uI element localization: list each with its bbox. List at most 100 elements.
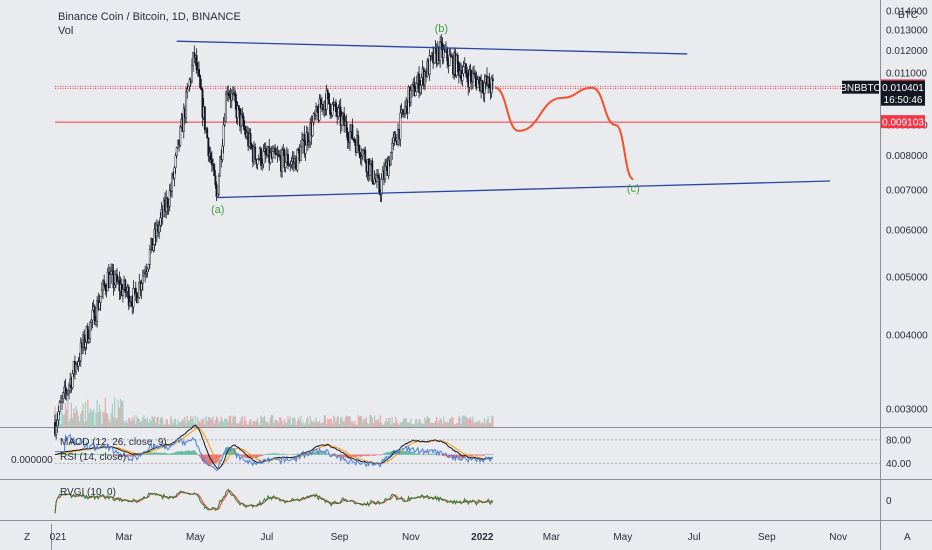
histogram-bar [160,452,163,455]
volume-bar [64,402,67,427]
histogram-bar [155,452,157,455]
histogram-bar [217,454,219,463]
macd-label[interactable]: MACD (12, 26, close, 9) [60,437,167,448]
candle-body [104,285,107,291]
candle-body [401,109,404,114]
symbol-title[interactable]: Binance Coin / Bitcoin, 1D, BINANCE [58,11,241,23]
volume-bar [473,423,475,427]
histogram-bar [180,450,183,455]
histogram-bar [385,452,387,455]
volume-bar [198,421,200,427]
volume-bar [77,416,80,427]
volume-bar [82,403,84,427]
volume-bar [122,400,124,427]
histogram-bar [383,453,385,455]
histogram-bar [130,454,132,457]
volume-bar [293,418,295,427]
rsi-label[interactable]: RSI (14, close) [60,452,127,463]
histogram-bar [466,454,468,457]
candle-body [318,98,321,121]
volume-bar [142,416,144,427]
volume-bar [324,415,327,427]
rvgi-label[interactable]: RVGI (10, 0) [60,487,116,498]
volume-bar [238,423,240,427]
histogram-bar [348,454,350,459]
volume-bar [313,420,315,427]
histogram-bar [104,454,106,455]
candle-body [207,137,210,157]
volume-bar [465,416,467,427]
volume-bar [199,422,201,427]
candle-body [418,73,421,93]
zoom-button[interactable]: Z [24,532,31,543]
volume-bar [377,418,379,427]
histogram-bar [172,453,174,455]
candle-body [219,156,222,177]
candle-body [490,78,493,94]
volume-bar [218,422,220,427]
candle-body [185,91,188,119]
histogram-bar [228,447,231,455]
histogram-bar [488,454,490,455]
histogram-bar [146,453,149,455]
volume-bar [153,416,156,427]
candle-body [402,112,405,115]
volume-bar [97,412,99,427]
histogram-bar [293,454,295,455]
histogram-bar [192,450,194,455]
volume-bar [399,422,401,427]
candle-body [409,89,412,103]
candle-body [429,55,432,57]
histogram-bar [430,453,432,455]
histogram-bar [193,450,195,455]
histogram-bar [158,452,160,455]
histogram-bar [477,454,479,456]
histogram-bar [170,453,172,455]
volume-bar [224,418,226,427]
histogram-bar [433,453,435,455]
histogram-bar [239,454,241,456]
volume-bar [207,417,209,427]
histogram-bar [472,454,474,456]
wave-label: (a) [211,204,224,216]
candle-body [449,54,452,57]
auto-scale-button[interactable]: A [904,532,911,543]
volume-bar [67,400,69,427]
volume-bar [137,418,139,427]
volume-bar [112,417,115,427]
volume-bar [190,415,192,427]
rvgi-tick-label: 0 [886,496,892,507]
histogram-bar [416,453,418,455]
volume-bar [196,423,198,427]
histogram-bar [173,452,176,455]
volume-bar [375,420,377,427]
histogram-bar [152,452,154,455]
price-tick-label: 0.011000 [886,69,927,80]
volume-bar [172,423,174,427]
candle-body [217,175,220,195]
histogram-bar [128,454,130,457]
volume-bar [376,420,378,427]
candle-body [236,105,239,118]
candle-body [221,145,224,160]
histogram-bar [421,454,424,455]
volume-bar [162,418,164,427]
volume-bar [107,414,109,427]
candle-body [377,174,380,178]
candle-body [145,271,148,274]
candle-body [319,98,322,109]
candle-body [462,66,465,74]
volume-label[interactable]: Vol [58,25,74,37]
volume-bar [152,418,154,427]
volume-bar [251,424,253,427]
volume-bar [361,415,363,427]
histogram-bar [208,454,211,466]
volume-bar [475,422,478,427]
candle-body [271,151,274,158]
volume-bar [253,420,255,427]
histogram-bar [405,450,407,455]
price-label-box [881,80,925,94]
volume-bar [300,415,302,427]
